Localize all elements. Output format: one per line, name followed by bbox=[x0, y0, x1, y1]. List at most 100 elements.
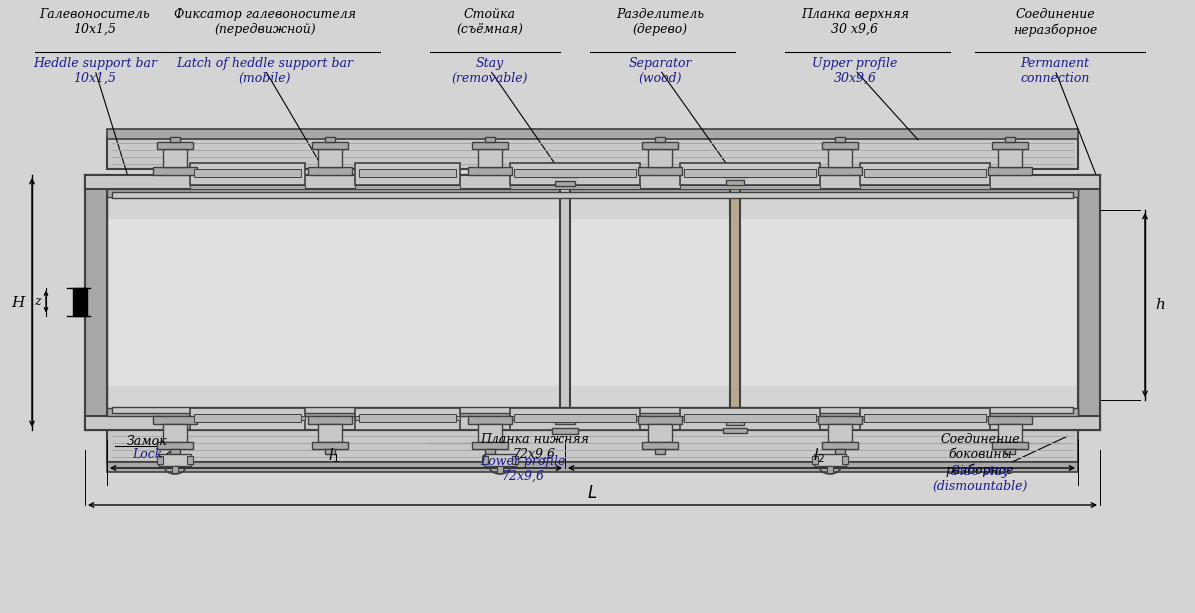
Bar bbox=[814, 454, 846, 466]
Bar bbox=[358, 414, 456, 422]
Bar bbox=[680, 185, 820, 189]
Bar bbox=[723, 428, 747, 433]
Bar bbox=[186, 456, 194, 464]
Text: Соединение
боковины
разборное: Соединение боковины разборное bbox=[940, 433, 1019, 476]
Text: H: H bbox=[11, 295, 24, 310]
Text: Планка нижняя
72х9,6: Планка нижняя 72х9,6 bbox=[480, 433, 589, 461]
Text: Фиксатор галевоносителя
(передвижной): Фиксатор галевоносителя (передвижной) bbox=[174, 8, 356, 36]
Bar bbox=[170, 137, 180, 142]
Bar bbox=[190, 163, 305, 185]
Bar bbox=[73, 287, 87, 316]
Bar bbox=[468, 416, 511, 424]
Bar bbox=[638, 416, 682, 424]
Bar bbox=[992, 142, 1028, 149]
Bar bbox=[655, 137, 664, 142]
Text: Соединение
неразборное: Соединение неразборное bbox=[1013, 8, 1097, 37]
Bar bbox=[988, 167, 1032, 175]
Text: Latch of heddle support bar
(mobile): Latch of heddle support bar (mobile) bbox=[177, 57, 354, 85]
Bar bbox=[514, 169, 636, 177]
Bar bbox=[194, 169, 301, 177]
Bar bbox=[680, 408, 820, 430]
Bar bbox=[864, 414, 986, 422]
Text: Галевоноситель
10х1,5: Галевоноситель 10х1,5 bbox=[39, 8, 151, 36]
Bar bbox=[819, 416, 862, 424]
Bar bbox=[648, 424, 672, 442]
Bar bbox=[510, 163, 641, 185]
Bar bbox=[510, 416, 641, 420]
Bar bbox=[85, 175, 108, 430]
Bar bbox=[308, 167, 353, 175]
Bar bbox=[355, 185, 460, 189]
Text: Separator
(wood): Separator (wood) bbox=[629, 57, 692, 85]
Bar bbox=[554, 419, 575, 424]
Bar bbox=[819, 167, 862, 175]
Bar bbox=[828, 149, 852, 167]
Bar bbox=[842, 456, 848, 464]
Bar bbox=[194, 414, 301, 422]
Bar bbox=[153, 167, 197, 175]
Bar bbox=[723, 172, 747, 177]
Bar bbox=[159, 454, 191, 466]
Bar bbox=[163, 149, 186, 167]
Bar bbox=[680, 163, 820, 185]
Bar bbox=[108, 408, 1078, 416]
Bar bbox=[355, 416, 460, 420]
Bar bbox=[478, 149, 502, 167]
Bar bbox=[468, 167, 511, 175]
Text: Side stay
(dismountable): Side stay (dismountable) bbox=[932, 465, 1028, 493]
Text: Upper profile
30х9,6: Upper profile 30х9,6 bbox=[813, 57, 897, 85]
Bar bbox=[835, 449, 845, 454]
Text: z: z bbox=[35, 295, 41, 308]
Bar bbox=[308, 416, 353, 424]
Bar bbox=[511, 456, 517, 464]
Bar bbox=[988, 416, 1032, 424]
Bar bbox=[680, 416, 820, 420]
Bar bbox=[992, 442, 1028, 449]
Bar bbox=[684, 169, 816, 177]
Bar bbox=[727, 180, 744, 185]
Bar bbox=[108, 430, 1078, 462]
Text: Lock: Lock bbox=[131, 448, 163, 461]
Bar bbox=[190, 416, 305, 420]
Bar bbox=[355, 408, 460, 430]
Bar bbox=[172, 466, 178, 473]
Text: h: h bbox=[1156, 298, 1165, 312]
Bar bbox=[108, 129, 1078, 139]
Bar bbox=[108, 189, 1078, 197]
Bar bbox=[860, 163, 989, 185]
Bar bbox=[642, 442, 678, 449]
Text: Lower profile
72х9,6: Lower profile 72х9,6 bbox=[480, 455, 565, 483]
Bar bbox=[510, 408, 641, 430]
Bar bbox=[1005, 449, 1015, 454]
Bar bbox=[860, 416, 989, 420]
Bar bbox=[358, 169, 456, 177]
Bar bbox=[554, 181, 575, 186]
Bar bbox=[864, 169, 986, 177]
Bar bbox=[828, 424, 852, 442]
Bar bbox=[318, 424, 342, 442]
Text: Стойка
(съёмная): Стойка (съёмная) bbox=[456, 8, 523, 36]
Text: Замок: Замок bbox=[127, 435, 167, 448]
Bar bbox=[684, 414, 816, 422]
Bar bbox=[325, 449, 335, 454]
Bar bbox=[510, 185, 641, 189]
Bar bbox=[318, 149, 342, 167]
Bar bbox=[108, 219, 1078, 386]
Text: $L$: $L$ bbox=[588, 485, 598, 502]
Bar bbox=[998, 149, 1022, 167]
Bar bbox=[514, 414, 636, 422]
Text: Планка верхняя
30 х9,6: Планка верхняя 30 х9,6 bbox=[801, 8, 909, 36]
Bar bbox=[860, 408, 989, 430]
Bar bbox=[998, 424, 1022, 442]
Bar bbox=[485, 449, 495, 454]
Bar bbox=[312, 442, 348, 449]
Bar bbox=[1078, 175, 1101, 430]
Bar bbox=[85, 416, 1101, 430]
Bar bbox=[811, 456, 819, 464]
Bar bbox=[727, 420, 744, 425]
Text: Разделитель
(дерево): Разделитель (дерево) bbox=[615, 8, 704, 36]
Bar bbox=[472, 142, 508, 149]
Text: $l_2$: $l_2$ bbox=[813, 446, 825, 465]
Bar bbox=[827, 466, 833, 473]
Bar bbox=[170, 449, 180, 454]
